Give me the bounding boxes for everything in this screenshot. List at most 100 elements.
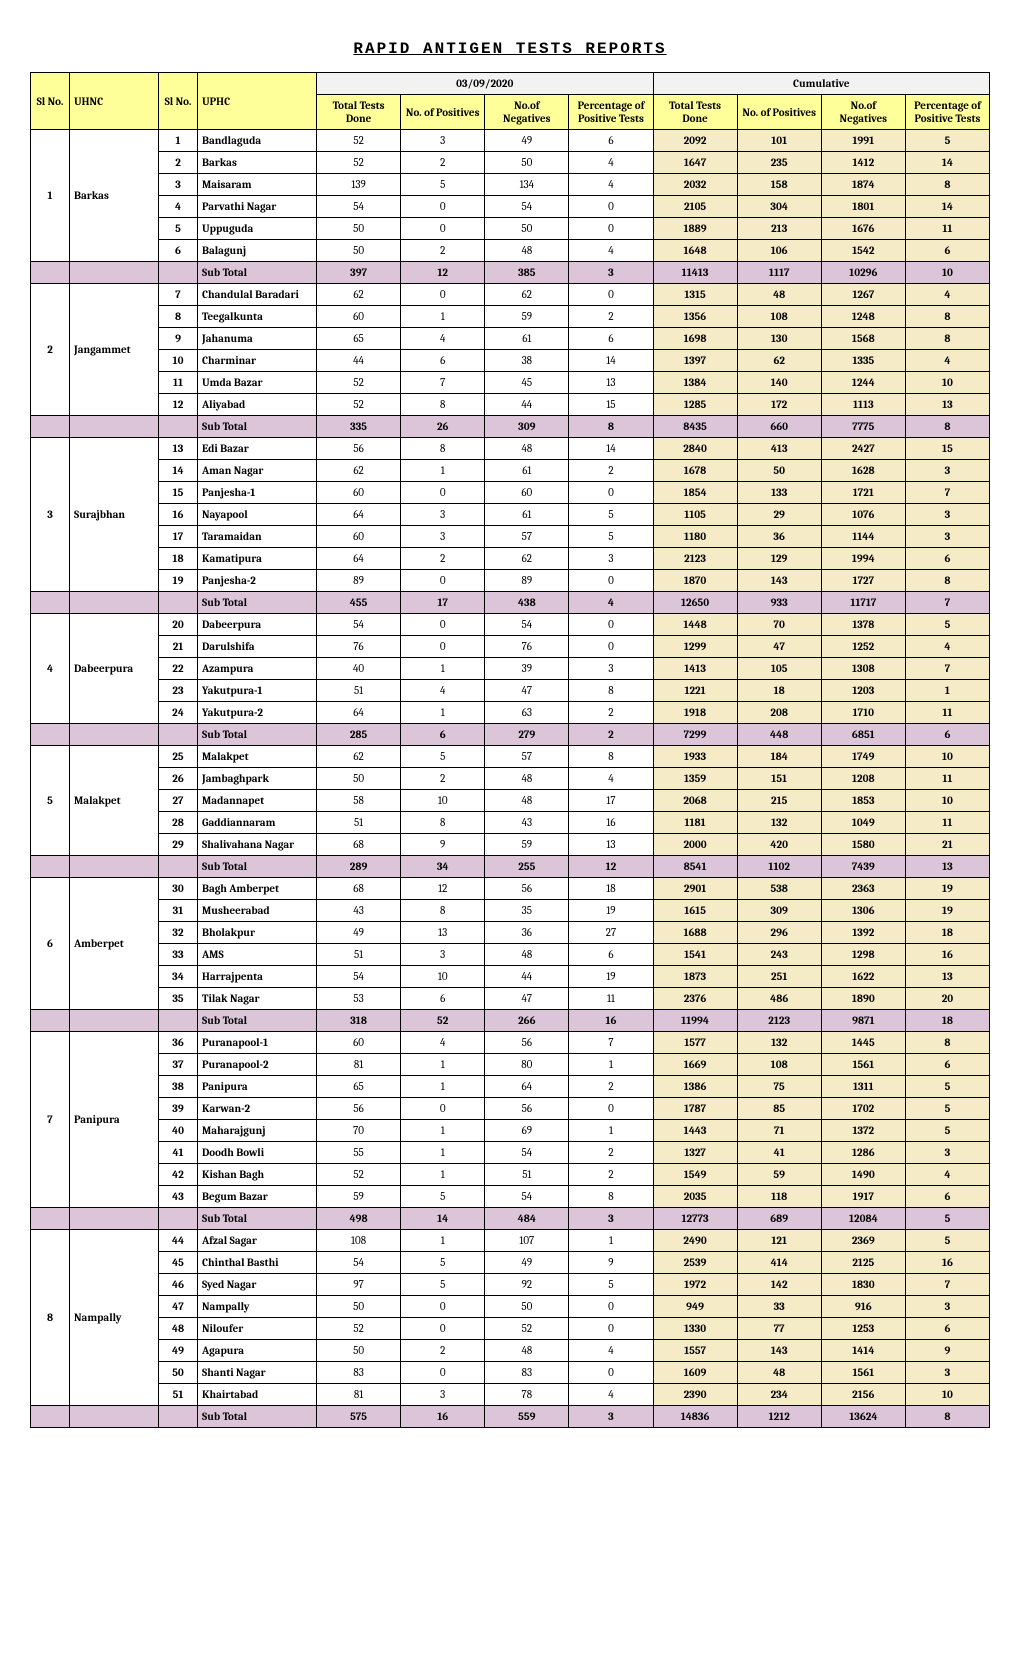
cell-cneg: 1248: [821, 306, 905, 328]
cell-rown: 7: [159, 284, 198, 306]
cell-pct: 0: [569, 636, 653, 658]
cell-uphc: Panipura: [198, 1076, 317, 1098]
cell-cpos: 50: [737, 460, 821, 482]
hdr-uhnc: UHNC: [70, 73, 159, 130]
subtotal-neg: 385: [485, 262, 569, 284]
cell-neg: 60: [485, 482, 569, 504]
cell-rown: 17: [159, 526, 198, 548]
subtotal-cpct: 8: [905, 416, 989, 438]
cell-td: 54: [317, 1252, 401, 1274]
cell-cneg: 1721: [821, 482, 905, 504]
table-row: 48Niloufer52052013307712536: [31, 1318, 990, 1340]
cell-neg: 76: [485, 636, 569, 658]
hdr-cneg: No.of Negatives: [821, 95, 905, 130]
cell-pct: 0: [569, 1098, 653, 1120]
cell-cpct: 3: [905, 460, 989, 482]
cell-rown: 30: [159, 878, 198, 900]
cell-cpos: 143: [737, 1340, 821, 1362]
subtotal-blank: [31, 592, 70, 614]
cell-cpos: 108: [737, 306, 821, 328]
cell-neg: 62: [485, 548, 569, 570]
table-row: 14Aman Nagar62161216785016283: [31, 460, 990, 482]
table-row: 49Agapura502484155714314149: [31, 1340, 990, 1362]
cell-cpct: 8: [905, 174, 989, 196]
cell-rown: 12: [159, 394, 198, 416]
cell-neg: 48: [485, 944, 569, 966]
cell-cpct: 10: [905, 746, 989, 768]
cell-rown: 38: [159, 1076, 198, 1098]
cell-ctd: 1448: [653, 614, 737, 636]
table-row: 23Yakutpura-151447812211812031: [31, 680, 990, 702]
cell-td: 60: [317, 1032, 401, 1054]
cell-cneg: 1306: [821, 900, 905, 922]
cell-td: 50: [317, 768, 401, 790]
cell-td: 52: [317, 372, 401, 394]
subtotal-blank: [70, 1208, 159, 1230]
cell-cneg: 2427: [821, 438, 905, 460]
cell-pos: 1: [401, 702, 485, 724]
cell-cpct: 6: [905, 1318, 989, 1340]
cell-rown: 32: [159, 922, 198, 944]
table-row: 4Parvathi Nagar5405402105304180114: [31, 196, 990, 218]
subtotal-cpos: 2123: [737, 1010, 821, 1032]
subtotal-blank: [159, 724, 198, 746]
subtotal-label: Sub Total: [198, 856, 317, 878]
subtotal-blank: [159, 1010, 198, 1032]
cell-cpos: 85: [737, 1098, 821, 1120]
cell-pos: 0: [401, 1318, 485, 1340]
cell-td: 68: [317, 878, 401, 900]
cell-rown: 45: [159, 1252, 198, 1274]
subtotal-label: Sub Total: [198, 1208, 317, 1230]
subtotal-td: 289: [317, 856, 401, 878]
table-row: 5Malakpet25Malakpet6255781933184174910: [31, 746, 990, 768]
cell-uphc: Jambaghpark: [198, 768, 317, 790]
cell-cpct: 3: [905, 526, 989, 548]
hdr-cpos: No. of Positives: [737, 95, 821, 130]
cell-neg: 54: [485, 614, 569, 636]
subtotal-pos: 12: [401, 262, 485, 284]
cell-neg: 62: [485, 284, 569, 306]
cell-cneg: 1991: [821, 130, 905, 152]
cell-uhnc: Barkas: [70, 130, 159, 262]
cell-uphc: Charminar: [198, 350, 317, 372]
cell-rown: 19: [159, 570, 198, 592]
cell-td: 50: [317, 1296, 401, 1318]
subtotal-cpos: 660: [737, 416, 821, 438]
cell-rown: 34: [159, 966, 198, 988]
cell-cpos: 47: [737, 636, 821, 658]
cell-pos: 0: [401, 482, 485, 504]
cell-cpos: 29: [737, 504, 821, 526]
cell-cpos: 129: [737, 548, 821, 570]
cell-pct: 4: [569, 1340, 653, 1362]
cell-pos: 1: [401, 1142, 485, 1164]
cell-rown: 39: [159, 1098, 198, 1120]
cell-cpct: 3: [905, 1296, 989, 1318]
cell-slno: 4: [31, 614, 70, 724]
cell-rown: 33: [159, 944, 198, 966]
cell-cneg: 1311: [821, 1076, 905, 1098]
cell-neg: 59: [485, 834, 569, 856]
cell-td: 81: [317, 1384, 401, 1406]
cell-pos: 1: [401, 460, 485, 482]
cell-td: 60: [317, 306, 401, 328]
cell-ctd: 2092: [653, 130, 737, 152]
cell-cneg: 1580: [821, 834, 905, 856]
cell-rown: 29: [159, 834, 198, 856]
cell-uphc: Chandulal Baradari: [198, 284, 317, 306]
cell-cneg: 1568: [821, 328, 905, 350]
cell-pos: 0: [401, 1098, 485, 1120]
subtotal-pos: 34: [401, 856, 485, 878]
hdr-cpct: Percentage of Positive Tests: [905, 95, 989, 130]
cell-td: 52: [317, 1318, 401, 1340]
report-title: RAPID ANTIGEN TESTS REPORTS: [30, 40, 990, 58]
cell-pos: 12: [401, 878, 485, 900]
cell-uphc: Syed Nagar: [198, 1274, 317, 1296]
cell-cpos: 304: [737, 196, 821, 218]
cell-uphc: Doodh Bowli: [198, 1142, 317, 1164]
cell-uphc: Maharajgunj: [198, 1120, 317, 1142]
cell-pos: 2: [401, 768, 485, 790]
cell-ctd: 1330: [653, 1318, 737, 1340]
table-row: 34Harrajpenta541044191873251162213: [31, 966, 990, 988]
subtotal-label: Sub Total: [198, 1010, 317, 1032]
cell-cpct: 5: [905, 1230, 989, 1252]
